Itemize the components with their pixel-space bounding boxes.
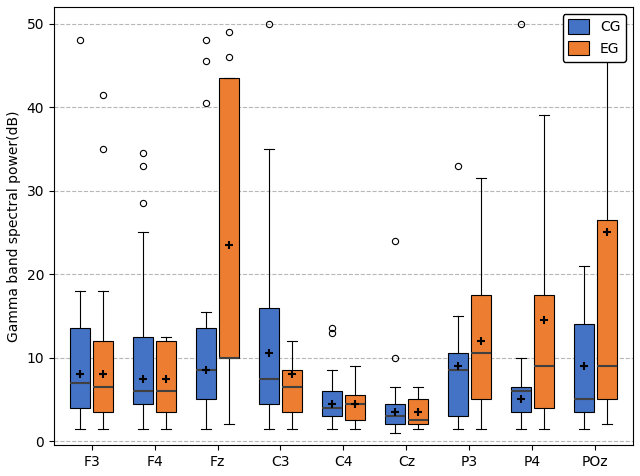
Legend: CG, EG: CG, EG <box>563 14 626 61</box>
PathPatch shape <box>259 307 279 404</box>
PathPatch shape <box>322 391 342 416</box>
PathPatch shape <box>470 295 491 399</box>
PathPatch shape <box>408 399 428 425</box>
PathPatch shape <box>574 324 594 412</box>
PathPatch shape <box>282 370 302 412</box>
PathPatch shape <box>511 387 531 412</box>
PathPatch shape <box>156 341 176 412</box>
PathPatch shape <box>534 295 554 408</box>
PathPatch shape <box>448 354 468 416</box>
PathPatch shape <box>219 78 239 357</box>
PathPatch shape <box>345 395 365 420</box>
PathPatch shape <box>133 337 154 404</box>
PathPatch shape <box>596 220 617 399</box>
Y-axis label: Gamma band spectral power(dB): Gamma band spectral power(dB) <box>7 110 21 342</box>
PathPatch shape <box>385 404 405 425</box>
PathPatch shape <box>93 341 113 412</box>
PathPatch shape <box>196 328 216 399</box>
PathPatch shape <box>70 328 90 408</box>
